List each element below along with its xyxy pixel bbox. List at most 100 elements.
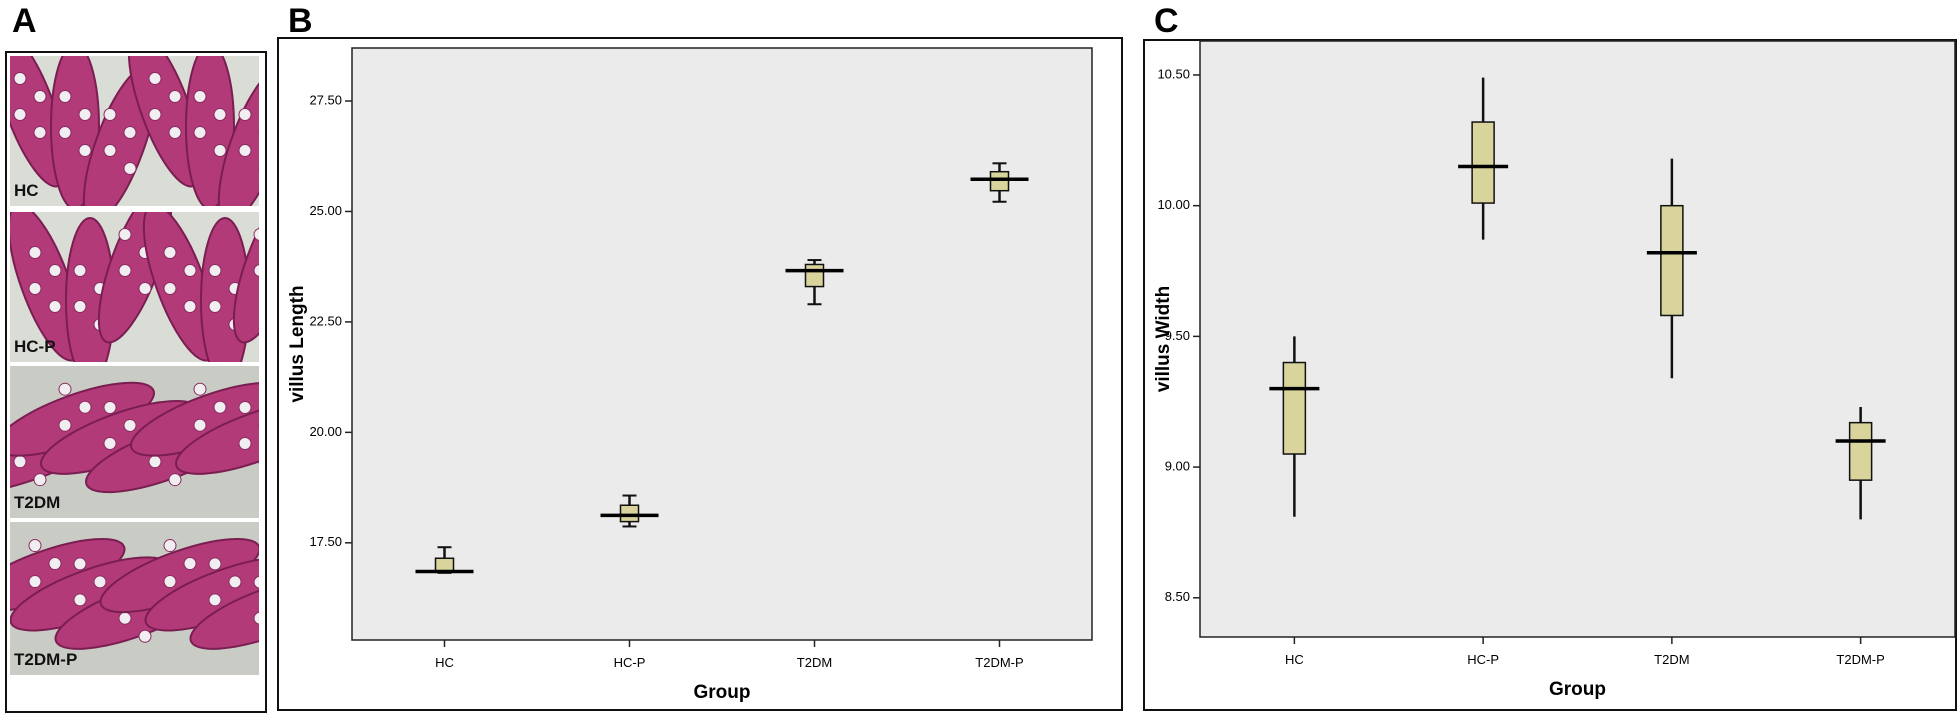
goblet-cell [123,162,137,175]
goblet-cell [103,436,117,450]
image-label: T2DM [14,493,60,512]
goblet-cell [78,108,92,121]
goblet-cell [168,90,182,103]
goblet-cell [163,575,177,589]
y-tick-label: 27.50 [309,92,342,107]
goblet-cell [118,264,132,277]
goblet-cell [33,473,47,487]
goblet-cell [73,557,87,571]
y-tick-label: 10.00 [1157,197,1190,212]
x-tick-label: T2DM [797,655,832,670]
villus [175,400,259,475]
goblet-cell [28,246,42,259]
x-tick-label: T2DM-P [1836,652,1884,667]
goblet-cell [163,282,177,295]
histology-image: T2DM-P [10,522,259,675]
goblet-cell [118,228,132,241]
box [619,504,640,523]
goblet-cell [253,575,259,589]
box [1660,204,1684,317]
panel-label: B [288,2,313,40]
goblet-cell [28,539,42,553]
goblet-cell [208,557,222,571]
goblet-cell [183,264,197,277]
goblet-cell [93,575,107,589]
goblet-cell [78,400,92,414]
y-tick-label: 17.50 [309,534,342,549]
histology-image: HC-P [10,212,259,362]
image-label: T2DM-P [14,650,77,669]
y-tick-label: 22.50 [309,313,342,328]
goblet-cell [123,418,137,432]
goblet-cell [58,126,72,139]
goblet-cell [73,300,87,313]
goblet-cell [208,264,222,277]
goblet-cell [13,455,27,469]
goblet-cell [138,282,152,295]
plot-area [1199,40,1956,638]
goblet-cell [48,557,62,571]
villus [232,212,259,344]
goblet-cell [73,264,87,277]
y-axis-title: villus Length [287,285,308,402]
panel-label: C [1154,2,1179,40]
villus [217,65,259,206]
goblet-cell [13,108,27,121]
x-tick-label: HC [1285,652,1304,667]
goblet-cell [48,264,62,277]
goblet-cell [253,264,259,277]
goblet-cell [58,382,72,396]
goblet-cell [193,418,207,432]
goblet-cell [183,557,197,571]
goblet-cell [193,382,207,396]
goblet-cell [28,282,42,295]
image-label: HC-P [14,337,56,356]
box [1848,421,1873,481]
goblet-cell [48,300,62,313]
y-tick-label: 25.00 [309,203,342,218]
x-tick-label: HC [435,655,454,670]
goblet-cell [148,72,162,85]
histology-panel: HC HC-P T2DM T2DM-P [10,56,259,675]
goblet-cell [238,144,252,157]
goblet-cell [253,611,259,625]
goblet-cell [213,400,227,414]
goblet-cell [103,108,117,121]
y-tick-label: 20.00 [309,424,342,439]
goblet-cell [123,126,137,139]
y-tick-label: 8.50 [1165,589,1190,604]
goblet-cell [73,593,87,607]
villus [189,574,259,650]
goblet-cell [228,575,242,589]
x-tick-label: HC-P [614,655,646,670]
x-tick-label: HC-P [1467,652,1499,667]
box [804,263,825,288]
goblet-cell [213,108,227,121]
goblet-cell [253,228,259,241]
goblet-cell [163,539,177,553]
goblet-cell [118,611,132,625]
goblet-cell [183,300,197,313]
goblet-cell [208,593,222,607]
histology-image: HC [10,56,259,206]
goblet-cell [148,108,162,121]
goblet-cell [213,144,227,157]
image-label: HC [14,181,39,200]
y-tick-label: 9.00 [1165,459,1190,474]
x-tick-label: T2DM-P [975,655,1023,670]
histology-image: T2DM [10,366,259,518]
goblet-cell [168,473,182,487]
goblet-cell [78,144,92,157]
goblet-cell [58,90,72,103]
box [989,170,1010,192]
box [1471,121,1495,204]
box [1282,361,1307,455]
goblet-cell [238,400,252,414]
x-axis-title: Group [694,682,751,703]
goblet-cell [33,90,47,103]
goblet-cell [33,126,47,139]
goblet-cell [148,455,162,469]
goblet-cell [138,629,152,643]
